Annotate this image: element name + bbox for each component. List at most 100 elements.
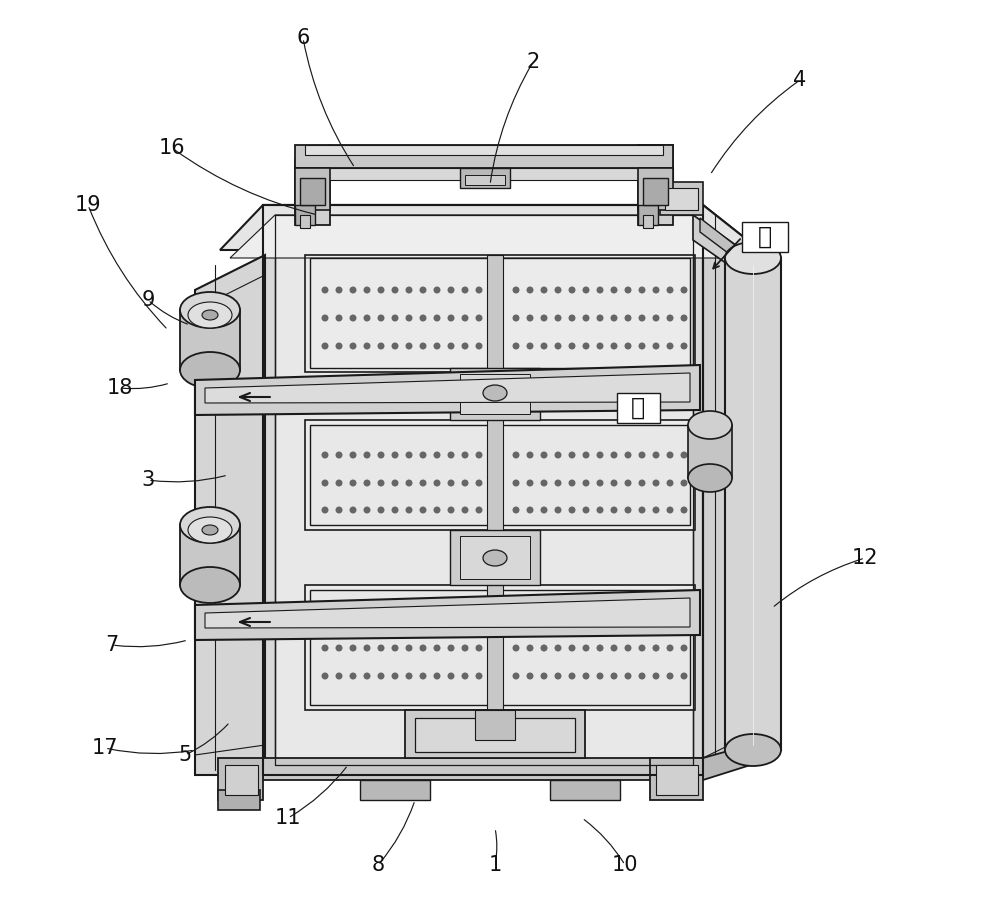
Circle shape (350, 480, 356, 486)
Circle shape (596, 480, 604, 486)
Circle shape (639, 480, 646, 486)
Ellipse shape (483, 550, 507, 566)
Circle shape (378, 314, 384, 322)
Polygon shape (180, 310, 240, 370)
Circle shape (420, 644, 426, 652)
Circle shape (476, 480, 482, 486)
Circle shape (476, 314, 482, 322)
Circle shape (582, 314, 590, 322)
Circle shape (680, 286, 688, 293)
Circle shape (512, 314, 520, 322)
Circle shape (336, 452, 342, 459)
Circle shape (350, 506, 356, 514)
Circle shape (680, 673, 688, 679)
Ellipse shape (180, 567, 240, 603)
Circle shape (322, 644, 328, 652)
Circle shape (582, 617, 590, 623)
Polygon shape (460, 536, 530, 579)
Polygon shape (656, 765, 698, 795)
Circle shape (526, 480, 534, 486)
Circle shape (378, 506, 384, 514)
Circle shape (322, 452, 328, 459)
Polygon shape (195, 255, 265, 775)
Circle shape (364, 480, 370, 486)
Circle shape (666, 644, 674, 652)
Circle shape (680, 343, 688, 349)
Circle shape (568, 314, 576, 322)
Circle shape (406, 314, 413, 322)
Circle shape (476, 343, 482, 349)
Polygon shape (263, 205, 703, 775)
Circle shape (624, 314, 632, 322)
Circle shape (624, 644, 632, 652)
Text: 18: 18 (107, 378, 133, 398)
Circle shape (680, 452, 688, 459)
Circle shape (639, 452, 646, 459)
Polygon shape (218, 790, 260, 810)
Circle shape (336, 343, 342, 349)
Circle shape (610, 343, 618, 349)
Polygon shape (500, 590, 690, 705)
Circle shape (652, 286, 660, 293)
Circle shape (582, 506, 590, 514)
Circle shape (540, 644, 548, 652)
Circle shape (434, 343, 440, 349)
Circle shape (582, 480, 590, 486)
Circle shape (582, 286, 590, 293)
Ellipse shape (180, 352, 240, 388)
Circle shape (434, 314, 440, 322)
Circle shape (666, 343, 674, 349)
Polygon shape (550, 780, 620, 800)
Polygon shape (500, 425, 690, 525)
Circle shape (554, 673, 562, 679)
Text: 外: 外 (758, 225, 772, 249)
Circle shape (666, 506, 674, 514)
Circle shape (322, 480, 328, 486)
Circle shape (554, 617, 562, 623)
Polygon shape (300, 215, 310, 228)
Circle shape (652, 617, 660, 623)
Polygon shape (220, 205, 760, 250)
Circle shape (350, 452, 356, 459)
Circle shape (610, 480, 618, 486)
Circle shape (462, 314, 468, 322)
Circle shape (406, 617, 413, 623)
Circle shape (554, 343, 562, 349)
Circle shape (610, 286, 618, 293)
Circle shape (568, 286, 576, 293)
Circle shape (406, 480, 413, 486)
Circle shape (364, 506, 370, 514)
Circle shape (666, 286, 674, 293)
Circle shape (680, 617, 688, 623)
Circle shape (406, 673, 413, 679)
Circle shape (434, 286, 440, 293)
Circle shape (652, 343, 660, 349)
Circle shape (476, 673, 482, 679)
Polygon shape (195, 590, 700, 640)
Polygon shape (465, 175, 505, 185)
Circle shape (652, 506, 660, 514)
Circle shape (476, 644, 482, 652)
Circle shape (448, 480, 454, 486)
Circle shape (392, 644, 398, 652)
Text: 2: 2 (526, 52, 540, 72)
Circle shape (364, 286, 370, 293)
Circle shape (666, 452, 674, 459)
Circle shape (610, 506, 618, 514)
Circle shape (378, 673, 384, 679)
Text: 3: 3 (141, 470, 155, 490)
Circle shape (624, 286, 632, 293)
Circle shape (568, 480, 576, 486)
Polygon shape (225, 765, 258, 795)
Circle shape (666, 314, 674, 322)
Circle shape (639, 673, 646, 679)
Circle shape (378, 343, 384, 349)
Circle shape (378, 617, 384, 623)
Polygon shape (405, 710, 585, 758)
Circle shape (462, 644, 468, 652)
Polygon shape (180, 525, 240, 585)
Circle shape (582, 452, 590, 459)
Polygon shape (660, 182, 703, 215)
Circle shape (639, 506, 646, 514)
Circle shape (378, 480, 384, 486)
